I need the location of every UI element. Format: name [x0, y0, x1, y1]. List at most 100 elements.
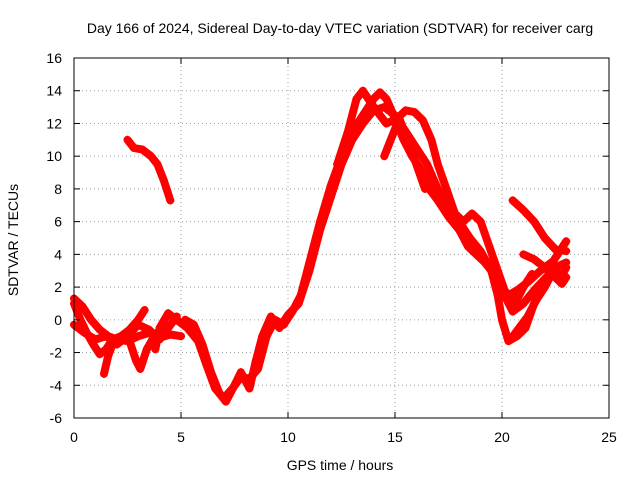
series-track-12 [519, 250, 571, 288]
data-point-marker [510, 299, 519, 308]
data-point-marker [206, 368, 215, 377]
series-track-4 [99, 324, 168, 378]
data-point-marker [442, 184, 451, 193]
data-point-marker [125, 337, 134, 346]
data-point-marker [423, 160, 432, 169]
series-track-6 [151, 88, 571, 403]
data-point-marker [472, 250, 481, 259]
data-point-marker [515, 324, 524, 332]
data-point-marker [147, 152, 156, 161]
data-point-marker [136, 364, 145, 373]
y-tick-label: 12 [46, 115, 62, 131]
data-point-marker [493, 291, 502, 300]
x-axis-label: GPS time / hours [287, 457, 394, 473]
series-line [333, 86, 536, 308]
data-point-marker [438, 193, 447, 202]
x-tick-label: 15 [387, 429, 403, 445]
series-line [506, 263, 571, 344]
series-line [151, 88, 571, 403]
data-point-marker [540, 234, 549, 242]
x-tick-label: 20 [494, 429, 510, 445]
data-point-marker [117, 332, 126, 341]
data-point-marker [305, 266, 314, 275]
data-point-marker [95, 350, 104, 359]
series-layer [70, 86, 571, 406]
grid [74, 58, 609, 418]
data-point-marker [104, 351, 113, 360]
data-point-marker [401, 106, 410, 115]
data-point-marker [348, 135, 357, 144]
data-point-marker [358, 86, 367, 95]
data-point-marker [498, 315, 506, 324]
data-point-marker [284, 310, 292, 319]
data-point-marker [155, 324, 164, 332]
data-point-marker [367, 99, 376, 108]
data-point-marker [151, 345, 160, 354]
data-point-marker [108, 340, 117, 349]
data-point-marker [198, 340, 207, 349]
data-point-marker [476, 217, 485, 226]
chart-title: Day 166 of 2024, Sidereal Day-to-day VTE… [87, 20, 593, 36]
data-point-marker [427, 135, 436, 144]
data-point-marker [166, 196, 175, 205]
x-tick-label: 0 [70, 429, 78, 445]
x-tick-label: 25 [601, 429, 617, 445]
data-point-marker [530, 217, 539, 226]
series-track-7 [181, 103, 571, 406]
data-point-marker [540, 263, 549, 272]
data-point-marker [358, 119, 367, 128]
data-point-marker [459, 217, 468, 226]
plot-frame [73, 57, 610, 419]
series-track-11 [508, 196, 571, 256]
series-track-8 [333, 86, 536, 308]
y-tick-label: 8 [54, 181, 62, 197]
data-point-marker [485, 242, 494, 251]
data-point-marker [508, 307, 517, 316]
data-point-marker [455, 225, 464, 234]
data-point-marker [519, 206, 528, 215]
data-point-marker [230, 381, 239, 390]
data-point-marker [549, 256, 558, 265]
data-point-marker [142, 345, 151, 354]
data-point-marker [80, 328, 89, 337]
data-point-marker [153, 160, 162, 169]
data-point-marker [395, 114, 404, 123]
data-point-marker [519, 283, 528, 292]
data-point-marker [532, 296, 541, 305]
series-track-5 [123, 135, 175, 205]
series-line [508, 196, 571, 256]
data-point-marker [87, 315, 96, 324]
data-point-marker [549, 271, 558, 280]
data-point-marker [294, 299, 303, 308]
data-point-marker [164, 309, 173, 318]
data-point-marker [316, 225, 325, 234]
data-point-marker [519, 299, 528, 308]
data-point-marker [172, 315, 181, 324]
data-point-marker [159, 176, 168, 185]
data-point-marker [487, 266, 496, 275]
data-point-marker [527, 270, 536, 278]
y-tick-label: 6 [54, 214, 62, 230]
tick-labels: 0 5 10 15 20 25 -6 -4 -2 0 2 4 6 8 10 12 14 16 [46, 50, 617, 445]
data-point-marker [403, 135, 412, 144]
data-point-marker [412, 160, 421, 169]
y-tick-label: -4 [50, 377, 63, 393]
data-point-marker [506, 335, 515, 344]
data-point-marker [562, 247, 571, 256]
data-point-marker [275, 324, 284, 332]
data-point-marker [326, 193, 335, 202]
series-line [100, 324, 168, 378]
data-point-marker [523, 312, 532, 321]
data-point-marker [418, 116, 427, 125]
data-point-marker [181, 315, 190, 324]
data-point-marker [551, 245, 560, 254]
data-point-marker [78, 302, 87, 311]
y-tick-label: 0 [54, 312, 62, 328]
y-tick-label: 14 [46, 83, 62, 99]
data-point-marker [177, 332, 185, 341]
data-point-marker [132, 356, 141, 365]
axis-ticks [73, 57, 610, 419]
data-point-marker [258, 332, 267, 341]
data-point-marker [352, 94, 361, 103]
y-axis-label: SDTVAR / TECUs [5, 184, 21, 296]
